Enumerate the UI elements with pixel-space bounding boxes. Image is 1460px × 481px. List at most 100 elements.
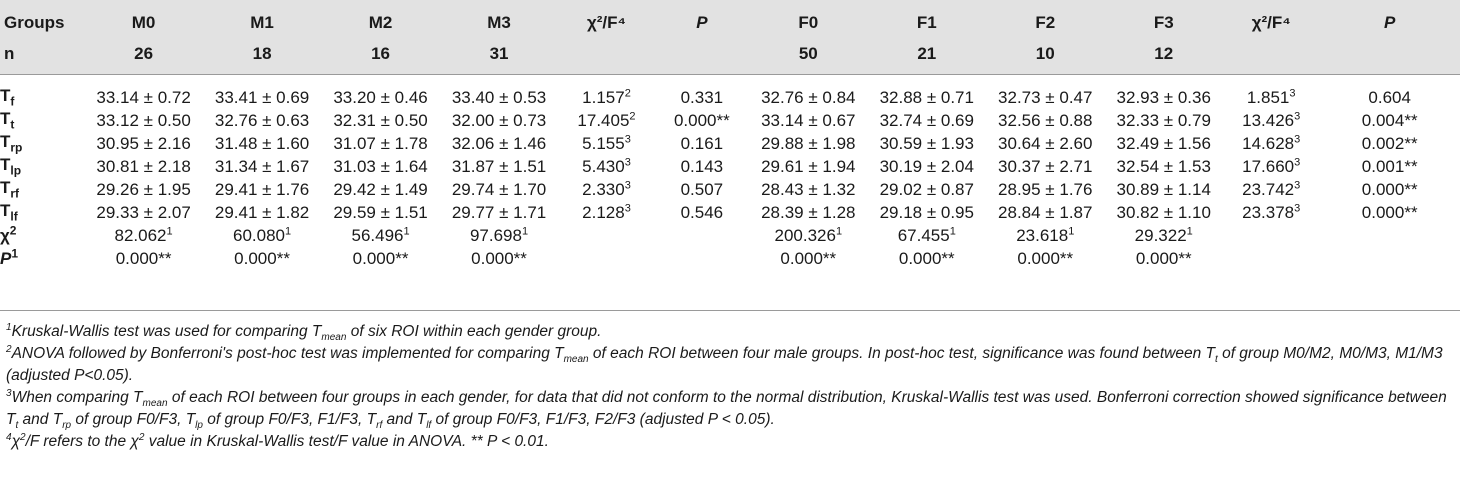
male-cell: 29.41 ± 1.82 <box>214 202 310 222</box>
male-cell: 29.59 ± 1.51 <box>333 202 428 222</box>
male-cell: 31.48 ± 1.60 <box>214 133 310 153</box>
chi-female-cell-value: 29.322 <box>1134 225 1187 245</box>
row-label-sub: f <box>10 94 15 109</box>
male-cell: 30.95 ± 2.16 <box>96 133 191 153</box>
male-stat-cell-sup: 2 <box>629 109 636 122</box>
p-blank <box>1223 247 1319 270</box>
table-body: Tf 33.14 ± 0.72 33.41 ± 0.69 33.20 ± 0.46 33… <box>0 70 1460 270</box>
footnote-script: t <box>1214 354 1218 366</box>
footnote-text: and T <box>18 411 63 428</box>
female-cell: 28.39 ± 1.28 <box>761 202 856 222</box>
male-p-cell: 0.161 <box>680 133 724 153</box>
header-band <box>0 0 1460 74</box>
p-blank <box>655 247 749 270</box>
chi-male-cell-sup: 1 <box>166 224 173 237</box>
female-stat-cell: 1.8513 <box>1223 86 1319 109</box>
female-cell: 30.37 ± 2.71 <box>998 156 1093 176</box>
header-female-p: P <box>1384 13 1396 32</box>
p-male-cell: 0.000** <box>234 248 290 268</box>
header-f0: F0 <box>798 13 819 32</box>
male-stat-cell-sup: 3 <box>624 132 631 145</box>
footnote-text: /F refers to the χ <box>25 433 139 450</box>
footnote: 4χ2/F refers to the χ2 value in Kruskal-… <box>6 431 1456 453</box>
female-cell: 32.49 ± 1.56 <box>1116 133 1211 153</box>
chi-female-cell-sup: 1 <box>1068 224 1075 237</box>
female-cell: 29.18 ± 0.95 <box>879 202 974 222</box>
n-m1: 18 <box>252 44 272 63</box>
chi-female-cell-sup: 1 <box>949 224 956 237</box>
header-n: n <box>4 44 15 63</box>
male-cell: 29.33 ± 2.07 <box>96 202 191 222</box>
row-label-base: T <box>0 132 11 152</box>
chi-female-cell: 200.3261 <box>749 224 867 247</box>
p-female-cell: 0.000** <box>898 248 955 268</box>
row-label-sup: 2 <box>9 224 17 237</box>
header-row-n: n 26 18 16 31 50 21 10 12 <box>0 38 1460 70</box>
male-p-cell: 0.000** <box>673 110 730 130</box>
female-cell: 32.88 ± 0.71 <box>879 87 974 107</box>
female-stat-cell-value: 13.426 <box>1242 110 1295 130</box>
male-cell: 33.14 ± 0.72 <box>96 87 191 107</box>
row-label-base: T <box>0 155 11 175</box>
header-m0: M0 <box>131 13 156 32</box>
chi-blank <box>1319 224 1460 247</box>
table-row: Tf 33.14 ± 0.72 33.41 ± 0.69 33.20 ± 0.46 33… <box>0 86 1460 109</box>
header-m3: M3 <box>487 13 511 32</box>
male-cell: 29.74 ± 1.70 <box>451 179 547 199</box>
female-cell: 32.54 ± 1.53 <box>1116 156 1211 176</box>
row-label-sub: lf <box>10 209 18 224</box>
male-cell: 29.77 ± 1.71 <box>451 202 547 222</box>
n-f0: 50 <box>798 44 818 63</box>
chi-blank <box>655 224 749 247</box>
footnote-text: of six ROI within each gender group. <box>346 323 602 340</box>
chi-male-cell-value: 82.062 <box>114 225 167 245</box>
footnote-text: Kruskal-Wallis test was used for compari… <box>11 323 322 340</box>
male-stat-cell: 5.4303 <box>558 155 654 178</box>
chi-female-cell-value: 200.326 <box>774 225 836 245</box>
female-cell: 30.64 ± 2.60 <box>998 133 1093 153</box>
female-p-cell: 0.000** <box>1361 202 1418 222</box>
male-stat-cell-sup: 3 <box>624 155 631 168</box>
chi-female-cell: 23.6181 <box>986 224 1104 247</box>
chi-male-cell-value: 60.080 <box>233 225 285 245</box>
p-female-cell: 0.000** <box>1017 248 1074 268</box>
male-cell: 32.76 ± 0.63 <box>214 110 310 130</box>
p-blank <box>558 247 654 270</box>
female-cell: 32.33 ± 0.79 <box>1116 110 1211 130</box>
row-label-sub: t <box>10 117 15 132</box>
n-blank-1 <box>558 38 654 70</box>
row-label-base: T <box>0 109 11 129</box>
n-m3: 31 <box>489 44 509 63</box>
footnote-text: value in Kruskal-Wallis test/F value in … <box>144 433 549 450</box>
n-f2: 10 <box>1035 44 1055 63</box>
table-row: Tlp 30.81 ± 2.18 31.34 ± 1.67 31.03 ± 1.64 3… <box>0 155 1460 178</box>
row-label-base: T <box>0 178 11 198</box>
chi-blank <box>1223 224 1319 247</box>
header-groups: Groups <box>4 13 65 32</box>
chi-male-cell-value: 56.496 <box>351 225 404 245</box>
chi-male-cell: 82.0621 <box>84 224 202 247</box>
row-label-sub: rf <box>10 186 20 201</box>
female-p-cell: 0.604 <box>1368 87 1411 107</box>
female-stat-cell-sup: 3 <box>1294 201 1301 214</box>
female-cell: 30.59 ± 1.93 <box>879 133 974 153</box>
male-stat-cell-sup: 2 <box>624 86 631 99</box>
female-stat-cell-value: 23.742 <box>1242 179 1295 199</box>
male-cell: 31.07 ± 1.78 <box>333 133 428 153</box>
footnote-script: lf <box>426 420 432 432</box>
chi-male-cell-sup: 1 <box>521 224 529 237</box>
female-stat-cell-value: 14.628 <box>1242 133 1295 153</box>
male-cell: 32.00 ± 0.73 <box>451 110 547 130</box>
table-row: Trp 30.95 ± 2.16 31.48 ± 1.60 31.07 ± 1.78 3… <box>0 132 1460 155</box>
male-cell: 33.41 ± 0.69 <box>214 87 310 107</box>
male-stat-cell: 5.1553 <box>558 132 654 155</box>
male-cell: 31.87 ± 1.51 <box>451 156 547 176</box>
p-male-cell: 0.000** <box>471 248 527 268</box>
male-stat-cell-sup: 3 <box>624 178 631 191</box>
female-cell: 28.95 ± 1.76 <box>998 179 1093 199</box>
n-blank-4 <box>1319 38 1460 70</box>
table-row: Trf 29.26 ± 1.95 29.41 ± 1.76 29.42 ± 1.49 2… <box>0 178 1460 201</box>
female-stat-cell-sup: 3 <box>1294 109 1301 122</box>
n-blank-3 <box>1223 38 1319 70</box>
footnote-script: 2 <box>138 431 145 443</box>
